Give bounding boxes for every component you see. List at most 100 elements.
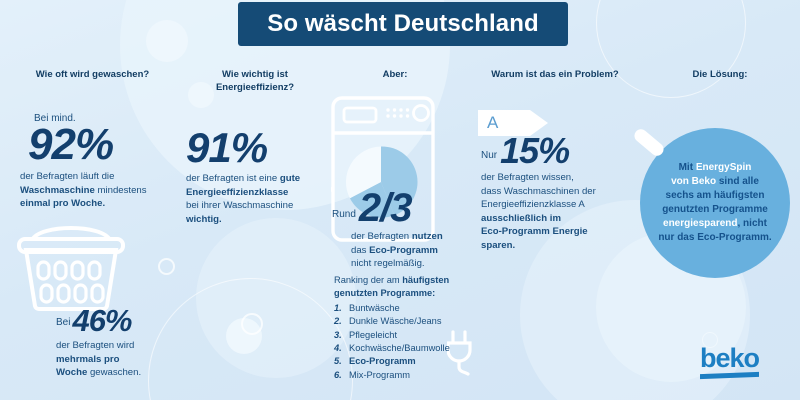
ranking-title-line2: genutzten Programme:	[334, 287, 494, 300]
stat-92-line3-bold: einmal pro Woche.	[20, 198, 106, 209]
stat-46-prefix: Bei	[56, 317, 71, 328]
solution-line3: sechs am häufigsten	[665, 190, 765, 201]
stat-46-line1: der Befragten wird	[56, 340, 135, 351]
stat-23-line2: das	[351, 244, 370, 256]
stat-46-line3: gewaschen.	[87, 367, 142, 378]
column-header-but-text: Aber:	[382, 69, 408, 80]
stat-92-line2: mindestens	[94, 184, 147, 196]
solution-circle: Mit EnergySpin von Beko sind alle sechs …	[640, 128, 790, 278]
column-header-efficiency-line2: Energieeffizienz?	[215, 82, 295, 93]
solution-line6: nur das Eco-Programm.	[658, 232, 772, 243]
power-plug-icon	[446, 330, 483, 381]
stat-block-91: 91% der Befragten ist eine gute Energiee…	[186, 124, 336, 226]
stat-46-line3-bold: Woche	[56, 367, 88, 378]
stat-23-line2-bold: Eco-Programm	[369, 244, 438, 256]
stat-46-description: der Befragten wird mehrmals pro Woche ge…	[56, 339, 216, 380]
stat-91-line3: bei ihrer Waschmaschine	[186, 200, 294, 211]
ranking-number: 5.	[334, 356, 342, 367]
ranking-list: Ranking der am häufigsten genutzten Prog…	[334, 274, 494, 382]
ranking-label: Dunkle Wäsche/Jeans	[349, 316, 442, 327]
list-item: 3. Pflegeleicht	[334, 329, 494, 342]
column-header-solution: Die Lösung:	[655, 68, 785, 81]
stat-46-line2-bold: mehrmals pro	[56, 353, 120, 365]
laundry-basket-icon	[10, 222, 132, 317]
column-header-efficiency-line1: Wie wichtig ist	[222, 69, 288, 80]
page-title-text: So wäscht Deutschland	[267, 10, 539, 37]
stat-15-description: der Befragten wissen, dass Waschmaschine…	[481, 171, 641, 252]
stat-92-line2-bold: Waschmaschine	[20, 184, 95, 196]
stat-91-line1-bold: gute	[279, 173, 301, 184]
column-header-solution-text: Die Lösung:	[692, 69, 748, 80]
stat-91-line2-bold: Energieeffizienzklasse	[186, 186, 289, 198]
ranking-title: Ranking der am häufigsten	[334, 274, 494, 287]
stat-23-line3: nicht regelmäßig.	[351, 258, 425, 269]
list-item: 2. Dunkle Wäsche/Jeans	[334, 315, 494, 328]
stat-15-line1: der Befragten wissen,	[481, 172, 574, 183]
stat-block-15: Nur 15% der Befragten wissen, dass Wasch…	[481, 130, 641, 252]
background-circle-2	[146, 20, 188, 62]
pie-chart-svg	[345, 146, 418, 218]
background-ring-2	[158, 258, 175, 275]
solution-line4: genutzten Programme	[662, 204, 768, 215]
energy-label-arrow-shape	[478, 110, 548, 136]
column-header-frequency: Wie oft wird gewaschen?	[0, 68, 185, 81]
stat-92-line1: der Befragten läuft die	[20, 171, 115, 182]
stat-block-46: Bei 46% der Befragten wird mehrmals pro …	[56, 303, 216, 380]
stat-23-value: 2/3	[358, 186, 413, 230]
ranking-title-part3: genutzten Programme:	[334, 288, 436, 299]
solution-line2-a: sind alle	[716, 176, 759, 187]
solution-line2-b: von Beko	[671, 176, 717, 187]
ranking-items: 1. Buntwäsche 2. Dunkle Wäsche/Jeans 3. Pfl…	[334, 302, 494, 382]
energy-label-arrow: A	[478, 110, 550, 136]
beko-logo-underline	[700, 371, 760, 380]
column-header-but: Aber:	[330, 68, 460, 81]
pie-slice-not-regular	[381, 146, 418, 216]
stat-91-line1: der Befragten ist eine	[186, 173, 280, 184]
background-ring-1	[241, 313, 263, 335]
column-header-frequency-text: Wie oft wird gewaschen?	[35, 69, 150, 80]
solution-line5-a: , nicht	[737, 218, 767, 229]
stat-92-value: 92%	[28, 120, 114, 169]
stat-23-line1-bold: nutzen	[411, 231, 443, 242]
stat-23-prefix: Rund	[332, 209, 356, 220]
ranking-number: 3.	[334, 329, 342, 340]
ranking-label: Mix-Programm	[349, 369, 410, 380]
beko-logo-text: beko	[700, 343, 760, 373]
list-item: 4. Kochwäsche/Baumwolle	[334, 342, 494, 355]
stat-block-92: Bei mind. 92% der Befragten läuft die Wa…	[20, 112, 190, 211]
background-circle-6	[226, 318, 262, 354]
stat-91-line4-bold: wichtig.	[186, 213, 222, 225]
stat-46-value: 46%	[72, 303, 132, 338]
column-header-problem: Warum ist das ein Problem?	[460, 68, 650, 81]
energy-class-letter: A	[487, 113, 499, 132]
ranking-title-part2: häufigsten	[402, 275, 450, 285]
solution-line1-a: Mit	[678, 162, 696, 173]
pie-slice-regular	[345, 146, 381, 199]
stat-block-23: Rund 2/3 der Befragten nutzen das Eco-Pr…	[332, 186, 502, 271]
ranking-number: 2.	[334, 316, 342, 327]
ranking-number: 1.	[334, 302, 342, 313]
list-item: 1. Buntwäsche	[334, 302, 494, 315]
column-header-problem-text: Warum ist das ein Problem?	[491, 69, 619, 80]
ranking-number: 4.	[334, 343, 342, 354]
stat-15-line4-bold: ausschließlich im	[481, 212, 561, 224]
ranking-label: Pflegeleicht	[349, 329, 398, 340]
column-header-efficiency: Wie wichtig ist Energieeffizienz?	[185, 68, 325, 94]
stat-91-description: der Befragten ist eine gute Energieeffiz…	[186, 172, 336, 226]
stat-15-line6-bold: sparen.	[481, 239, 516, 251]
stat-15-value: 15%	[500, 130, 570, 171]
ranking-title-part1: Ranking der am	[334, 275, 403, 285]
pie-chart	[344, 145, 418, 224]
stat-91-value: 91%	[186, 124, 268, 171]
solution-text: Mit EnergySpin von Beko sind alle sechs …	[650, 161, 779, 245]
background-ring-4	[596, 0, 746, 98]
stat-23-description: der Befragten nutzen das Eco-Programm ni…	[351, 230, 502, 271]
page-title: So wäscht Deutschland	[238, 2, 568, 46]
solution-line5-b: energiesparend	[663, 218, 738, 229]
stat-92-description: der Befragten läuft die Waschmaschine mi…	[20, 170, 190, 211]
ranking-label: Buntwäsche	[349, 302, 400, 313]
stat-15-line2: dass Waschmaschinen der	[481, 185, 596, 197]
ranking-number: 6.	[334, 369, 342, 380]
list-item-highlighted: 5. Eco-Programm	[334, 355, 494, 368]
